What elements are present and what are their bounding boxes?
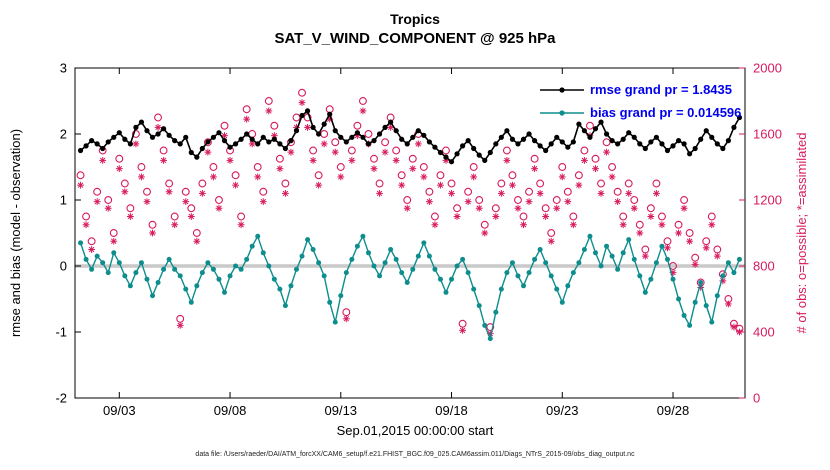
svg-text:09/08: 09/08: [214, 403, 247, 418]
svg-text:3: 3: [60, 61, 67, 76]
legend: rmse grand pr = 1.8435 bias grand pr = 0.…: [540, 82, 741, 120]
svg-text:1600: 1600: [753, 127, 782, 142]
svg-text:0: 0: [753, 391, 760, 406]
svg-text:2000: 2000: [753, 61, 782, 76]
svg-text:-2: -2: [55, 391, 67, 406]
svg-text:1200: 1200: [753, 193, 782, 208]
axis-box: [74, 67, 746, 399]
rmse-series: [77, 108, 743, 165]
svg-text:400: 400: [753, 325, 775, 340]
y-axis-right-ticks: 0 400 800 1200 1600 2000: [739, 61, 782, 406]
data-file-caption: data file: /Users/raeder/DAI/ATM_forcXX/…: [195, 451, 635, 458]
svg-text:0: 0: [60, 259, 67, 274]
svg-text:bias grand pr = 0.014596: bias grand pr = 0.014596: [590, 105, 741, 120]
svg-text:09/23: 09/23: [546, 403, 579, 418]
svg-text:09/18: 09/18: [435, 403, 468, 418]
x-axis-ticks: 09/03 09/08 09/13 09/18 09/23 09/28: [103, 68, 689, 418]
svg-text:1: 1: [60, 193, 67, 208]
chart-title: Tropics: [390, 11, 440, 27]
svg-text:800: 800: [753, 259, 775, 274]
y-axis-label-left: rmse and bias (model - observation): [8, 129, 23, 337]
svg-text:rmse grand pr = 1.8435: rmse grand pr = 1.8435: [590, 82, 732, 97]
bias-series: [78, 233, 742, 342]
y-axis-label-right: # of obs: o=possible; *=assimilated: [794, 133, 809, 334]
svg-text:09/13: 09/13: [325, 403, 358, 418]
y-axis-left-ticks: -2 -1 0 1 2 3: [55, 61, 81, 406]
svg-text:09/03: 09/03: [103, 403, 136, 418]
possible-obs-markers: [76, 88, 744, 333]
x-axis-label: Sep.01,2015 00:00:00 start: [336, 423, 494, 438]
svg-text:2: 2: [60, 127, 67, 142]
chart-subtitle: SAT_V_WIND_COMPONENT @ 925 hPa: [274, 30, 556, 47]
svg-text:09/28: 09/28: [657, 403, 690, 418]
svg-text:-1: -1: [55, 325, 67, 340]
